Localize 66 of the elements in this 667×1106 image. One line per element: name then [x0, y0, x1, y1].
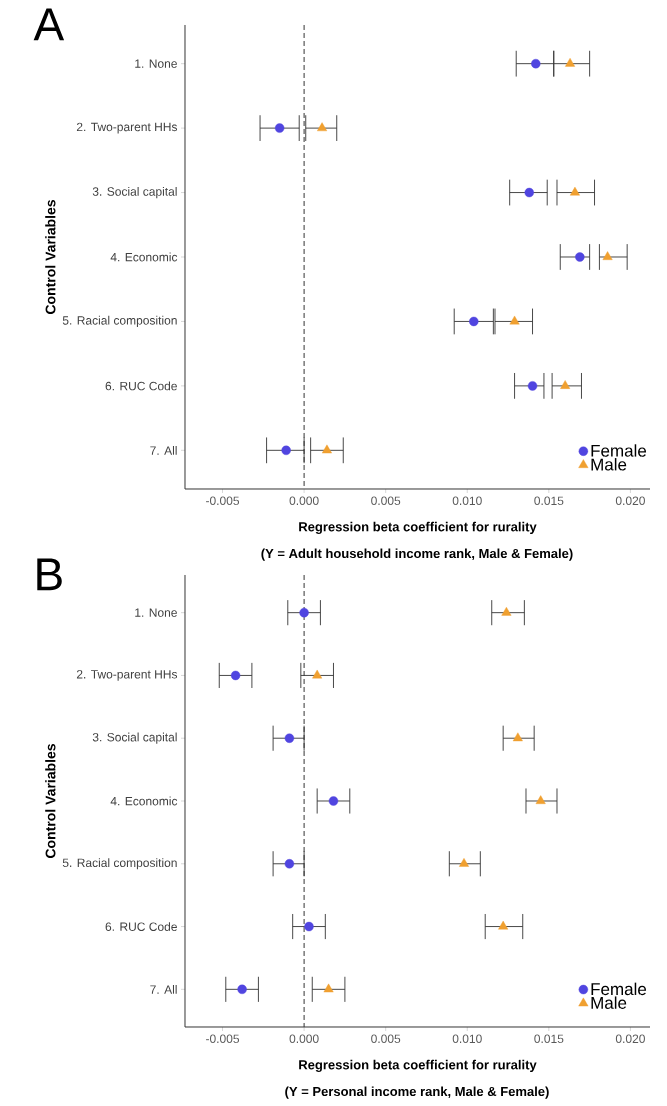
- y-tick-label: 6. RUC Code: [105, 922, 177, 931]
- legend-label: Male: [591, 458, 627, 471]
- legend-label: Female: [591, 982, 647, 996]
- point: [535, 795, 546, 804]
- point: [524, 187, 534, 198]
- text: (Y = Personal income rank, Male & Female): [285, 1086, 549, 1099]
- x-tick-label: 0.005: [371, 496, 401, 506]
- point: [509, 315, 520, 325]
- point: [501, 606, 512, 616]
- y-tick-label: 3. Social capital: [92, 186, 177, 199]
- y-tick-label: 4. Economic: [110, 796, 178, 806]
- x-tick-label: 0.015: [534, 496, 564, 506]
- point: [469, 316, 479, 327]
- x-tick-label: 0.020: [615, 496, 645, 506]
- x-tick-label: 0.005: [371, 1034, 401, 1044]
- point: [512, 732, 523, 742]
- point: [312, 669, 323, 679]
- point: [317, 122, 328, 132]
- point: [323, 983, 334, 993]
- y-tick-label: 5. Racial composition: [62, 858, 177, 870]
- text: (Y = Adult household income rank, Male & Female): [261, 548, 573, 561]
- point: [304, 921, 314, 932]
- point: [321, 444, 332, 454]
- point: [284, 733, 295, 743]
- point: [274, 123, 285, 133]
- x-axis-title: Regression beta coefficient for rurality: [299, 1059, 537, 1073]
- point: [299, 607, 309, 618]
- y-tick-label: 3. Social capital: [92, 732, 177, 744]
- x-tick-label: -0.005: [206, 1034, 240, 1044]
- x-tick-label: 0.010: [452, 1034, 482, 1044]
- point: [498, 920, 509, 930]
- point: [237, 984, 247, 995]
- y-axis-title: Control Variables: [45, 199, 56, 314]
- y-tick-label: 1. None: [135, 608, 177, 617]
- y-tick-label: 5. Racial composition: [62, 315, 177, 328]
- point: [527, 381, 538, 391]
- y-tick-label: 7. All: [150, 984, 177, 994]
- point: [459, 858, 469, 867]
- y-axis-title: Control Variables: [45, 743, 56, 858]
- x-tick-label: 0.015: [534, 1034, 564, 1044]
- y-tick-label: 1. None: [135, 59, 177, 68]
- y-tick-label: 4. Economic: [110, 252, 178, 262]
- legend-label: Male: [591, 996, 627, 1009]
- x-tick-label: 0.020: [615, 1034, 645, 1044]
- legend-label: Female: [591, 444, 647, 457]
- point: [602, 251, 613, 260]
- x-tick-label: 0.000: [289, 496, 319, 506]
- point: [575, 252, 585, 262]
- point: [565, 57, 576, 67]
- point: [569, 186, 580, 196]
- point: [230, 670, 241, 681]
- chart-title: B: [37, 558, 62, 591]
- x-tick-label: 0.010: [452, 496, 482, 506]
- point: [328, 796, 339, 806]
- point: [560, 380, 571, 389]
- chart-title: A: [33, 8, 65, 41]
- x-tick-label: 0.000: [289, 1034, 319, 1044]
- y-tick-label: 2. Two-parent HHs: [76, 670, 178, 681]
- y-tick-label: 7. All: [150, 445, 177, 455]
- y-tick-label: 6. RUC Code: [105, 381, 177, 391]
- point: [284, 859, 295, 869]
- x-tick-label: -0.005: [206, 496, 240, 506]
- point: [531, 58, 541, 69]
- y-tick-label: 2. Two-parent HHs: [76, 122, 178, 134]
- x-axis-title: Regression beta coefficient for rurality: [299, 521, 537, 535]
- point: [281, 445, 291, 456]
